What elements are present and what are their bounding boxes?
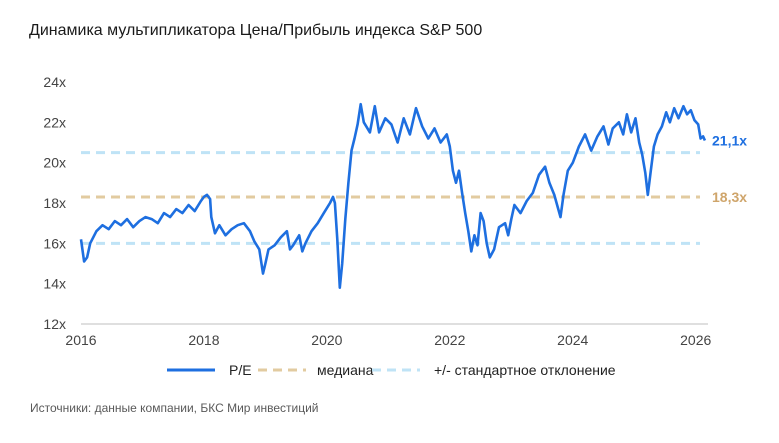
y-axis: 12x 14x 16x 18x 20x 22x 24x (43, 74, 66, 332)
series-layer (79, 102, 707, 289)
y-tick-label: 16x (43, 235, 66, 251)
pe-end-label: 21,1x (712, 132, 747, 148)
legend-label: P/E (229, 362, 252, 378)
end-labels: 21,1x 18,3x (712, 132, 747, 204)
x-tick-label: 2016 (65, 332, 96, 348)
chart-title: Динамика мультипликатора Цена/Прибыль ин… (29, 22, 483, 39)
pe-line (79, 102, 707, 289)
y-tick-label: 14x (43, 276, 66, 292)
y-tick-label: 20x (43, 155, 66, 171)
legend-label: +/- стандартное отклонение (434, 362, 616, 378)
legend-label: медиана (317, 362, 374, 378)
source-note: Источники: данные компании, БКС Мир инве… (30, 401, 319, 415)
legend: P/E медиана +/- стандартное отклонение (167, 362, 616, 378)
x-tick-label: 2024 (557, 332, 588, 348)
x-axis: 2016 2018 2020 2022 2024 2026 (65, 323, 711, 348)
reference-lines (81, 151, 700, 245)
y-tick-label: 12x (43, 316, 66, 332)
median-end-label: 18,3x (712, 189, 747, 205)
y-tick-label: 22x (43, 114, 66, 130)
x-tick-label: 2018 (188, 332, 219, 348)
y-tick-label: 18x (43, 195, 66, 211)
x-tick-label: 2026 (680, 332, 711, 348)
y-tick-label: 24x (43, 74, 66, 90)
x-tick-label: 2020 (311, 332, 342, 348)
x-tick-label: 2022 (434, 332, 465, 348)
